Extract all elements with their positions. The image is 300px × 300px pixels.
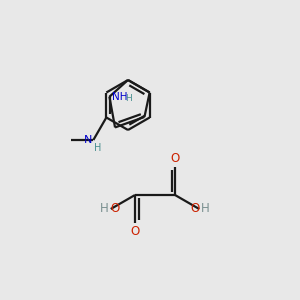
Text: H: H — [100, 202, 109, 215]
Text: O: O — [130, 225, 140, 238]
Text: H: H — [125, 94, 132, 103]
Text: O: O — [190, 202, 199, 215]
Text: H: H — [201, 202, 210, 215]
Text: O: O — [111, 202, 120, 215]
Text: O: O — [170, 152, 180, 165]
Text: H: H — [94, 143, 102, 153]
Text: N: N — [84, 135, 92, 145]
Text: NH: NH — [112, 92, 128, 102]
